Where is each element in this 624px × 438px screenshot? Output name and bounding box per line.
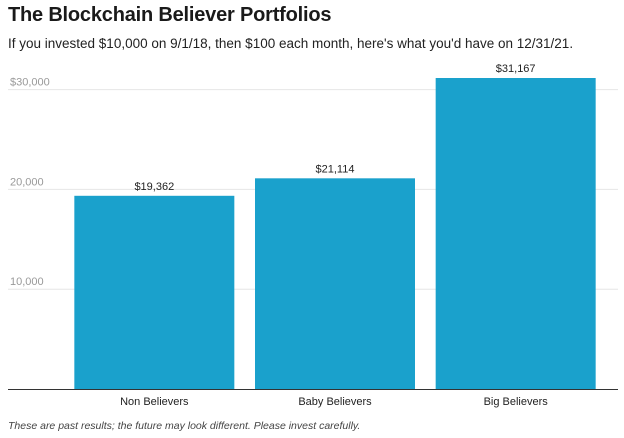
chart-title: The Blockchain Believer Portfolios [8,4,332,26]
chart-subtitle: If you invested $10,000 on 9/1/18, then … [8,36,574,51]
bar [255,178,415,389]
y-tick-label: $30,000 [10,77,50,89]
y-tick-label: 10,000 [10,276,44,288]
data-label: $21,114 [316,163,355,175]
bar [435,78,596,389]
data-label: $19,362 [134,181,174,193]
y-tick-label: 20,000 [10,176,44,188]
footnote: These are past results; the future may l… [8,420,361,432]
data-labels: $19,362 $21,114 $31,167 [134,63,535,193]
bar [74,195,235,389]
y-axis-ticks: 10,000 20,000 $30,000 [10,77,50,289]
category-label: Non Believers [120,396,189,408]
category-label: Baby Believers [298,396,372,408]
x-axis-categories: Non Believers Baby Believers Big Believers [120,396,548,408]
bars [74,78,596,389]
category-label: Big Believers [484,396,549,408]
data-label: $31,167 [496,63,536,75]
